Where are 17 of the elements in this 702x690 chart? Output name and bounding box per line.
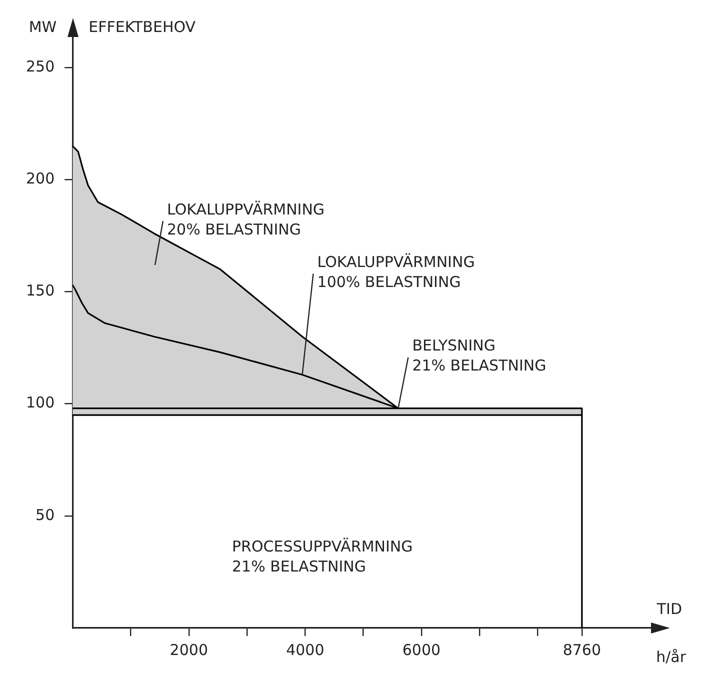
x-tick-label: 2000 xyxy=(170,640,208,659)
y-tick-label: 50 xyxy=(36,506,55,524)
annotation: LOKALUPPVÄRMNING 100% BELASTNING xyxy=(317,253,475,292)
annotation: PROCESSUPPVÄRMNING 21% BELASTNING xyxy=(232,537,413,576)
y-tick-label: 200 xyxy=(26,170,55,188)
y-tick-label: 100 xyxy=(26,394,55,412)
x-axis-title: TID xyxy=(656,600,682,618)
text: h/år xyxy=(656,648,687,666)
x-tick-label: 8760 xyxy=(562,640,602,659)
annotation: BELYSNING 21% BELASTNING xyxy=(412,336,546,375)
y-axis-title: MW xyxy=(28,18,57,36)
chart-title: EFFEKTBEHOV xyxy=(88,18,196,36)
y-tick-label: 250 xyxy=(26,58,55,76)
y-tick-label: 150 xyxy=(26,282,55,300)
annotation: LOKALUPPVÄRMNING 20% BELASTNING xyxy=(167,200,325,238)
x-tick-label: 6000 xyxy=(402,640,441,659)
x-tick-label: 4000 xyxy=(286,640,324,659)
